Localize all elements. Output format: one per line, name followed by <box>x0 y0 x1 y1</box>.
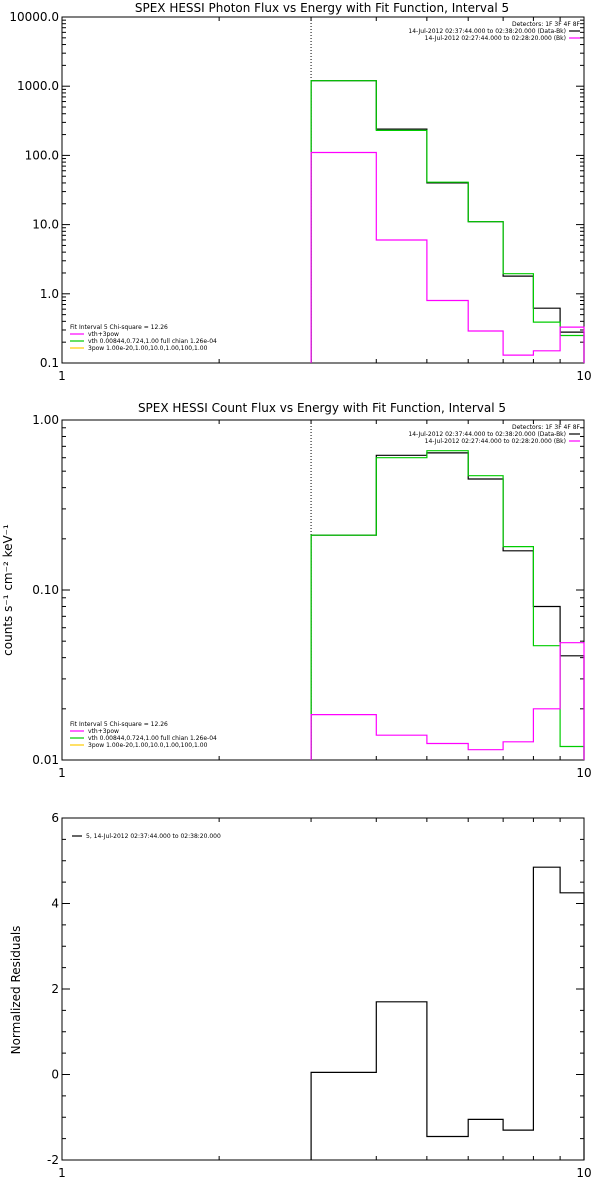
panel3-frame <box>61 817 585 1161</box>
photon-flux-panel: SPEX HESSI Photon Flux vs Energy with Fi… <box>9 1 591 383</box>
fit-legend-entry: vth 0.00844,0.724,1.00 full chian 1.26e-… <box>88 338 217 345</box>
residuals-panel: Normalized Residuals -2 0 2 4 6 1 10 5, 14-Ju… <box>9 811 592 1180</box>
fit-legend-entry: vth 0.00844,0.724,1.00 full chian 1.26e-… <box>88 735 217 742</box>
fit-legend-header: Fit Interval 5 Chi-square = 12.26 <box>70 324 168 331</box>
y-tick-label: -2 <box>47 1153 59 1167</box>
fit-legend-entry: 3pow 1.00e-20,1.00,10.0,1.00,100,1.00 <box>88 742 208 749</box>
fit-legend-entry: 3pow 1.00e-20,1.00,10.0,1.00,100,1.00 <box>88 345 208 352</box>
x-tick-label: 10 <box>576 369 591 383</box>
x-tick-label: 1 <box>58 369 66 383</box>
y-tick-label: 0.1 <box>40 356 59 370</box>
panel2-title: SPEX HESSI Count Flux vs Energy with Fit… <box>138 401 506 415</box>
panel3-ylabel: Normalized Residuals <box>9 926 23 1055</box>
y-tick-label: 6 <box>51 811 59 825</box>
panel1-frame <box>61 16 585 364</box>
series-2-histogram <box>310 642 585 760</box>
panel1-title: SPEX HESSI Photon Flux vs Energy with Fi… <box>135 1 509 15</box>
legend-entry: 14-Jul-2012 02:27:44.000 to 02:28:20.000… <box>425 438 566 445</box>
y-tick-label: 1.00 <box>32 413 59 427</box>
fit-legend-entry: vth+3pow <box>88 728 119 735</box>
y-tick-label: 10000.0 <box>9 10 59 24</box>
legend-header: Detectors: 1F 3F 4F 8F <box>512 424 581 431</box>
series-0-histogram <box>310 452 585 760</box>
y-tick-label: 0.01 <box>32 753 59 767</box>
x-tick-label: 1 <box>58 766 66 780</box>
legend-entry: 14-Jul-2012 02:27:44.000 to 02:28:20.000… <box>425 35 566 42</box>
y-tick-label: 0 <box>51 1068 59 1082</box>
x-tick-label: 10 <box>576 1166 591 1180</box>
legend-entry: 14-Jul-2012 02:37:44.000 to 02:38:20.000… <box>408 431 566 438</box>
series-1-histogram <box>310 450 585 760</box>
y-tick-label: 0.10 <box>32 583 59 597</box>
fit-legend-entry: vth+3pow <box>88 331 119 338</box>
series-0-histogram <box>310 80 585 363</box>
legend-header: Detectors: 1F 3F 4F 8F <box>512 21 581 28</box>
count-flux-panel: SPEX HESSI Count Flux vs Energy with Fit… <box>1 401 592 780</box>
y-tick-label: 2 <box>51 982 59 996</box>
fit-legend-header: Fit Interval 5 Chi-square = 12.26 <box>70 721 168 728</box>
legend-entry: 14-Jul-2012 02:37:44.000 to 02:38:20.000… <box>408 28 566 35</box>
series-0-histogram <box>310 866 585 1160</box>
y-tick-label: 1.0 <box>40 287 59 301</box>
y-tick-label: 100.0 <box>25 148 59 162</box>
y-tick-label: 10.0 <box>32 218 59 232</box>
x-tick-label: 1 <box>58 1166 66 1180</box>
residual-legend-entry: 5, 14-Jul-2012 02:37:44.000 to 02:38:20.… <box>86 833 221 840</box>
y-tick-label: 4 <box>51 897 59 911</box>
x-tick-label: 10 <box>576 766 591 780</box>
panel2-frame <box>61 419 585 761</box>
series-2-histogram <box>310 151 585 363</box>
panel2-ylabel: counts s⁻¹ cm⁻² keV⁻¹ <box>1 524 15 656</box>
y-tick-label: 1000.0 <box>17 79 59 93</box>
series-1-histogram <box>310 80 585 363</box>
